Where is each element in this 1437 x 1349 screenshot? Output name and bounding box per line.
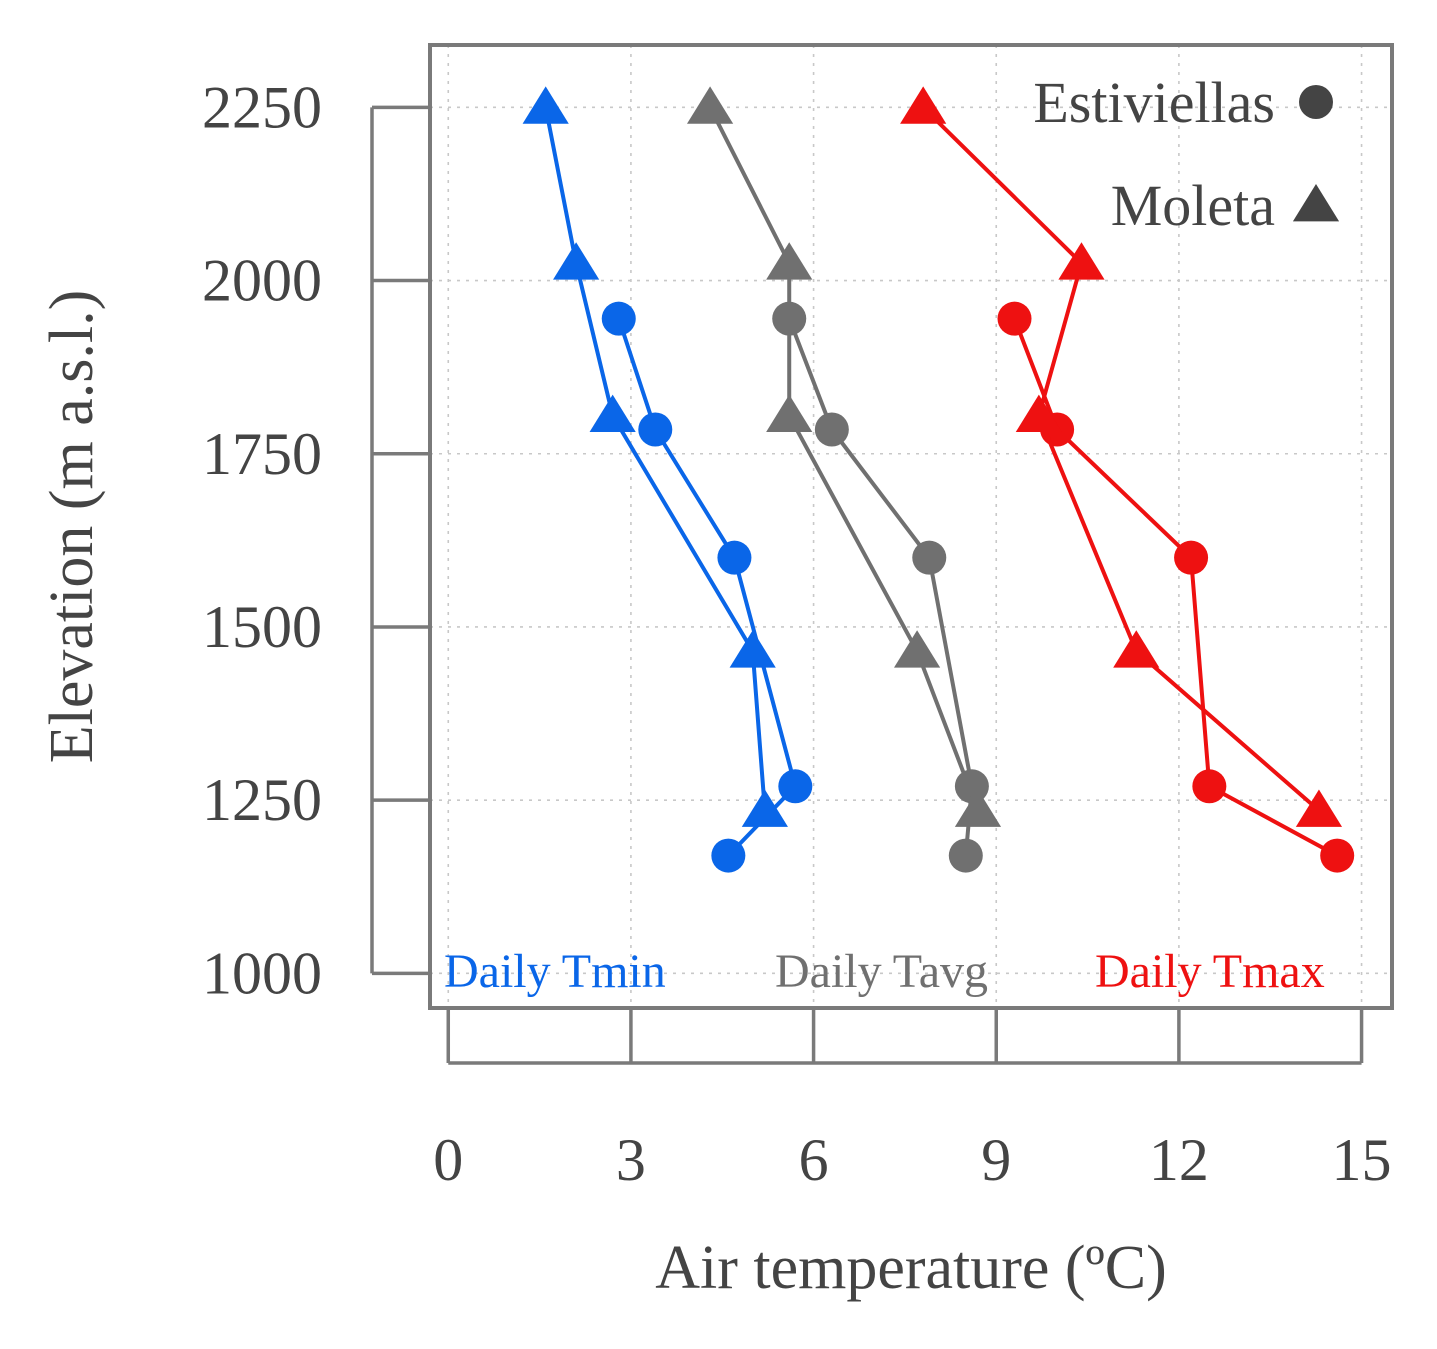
series-daily-tmax-moleta <box>900 86 1343 827</box>
series-daily-tavg-moleta <box>686 86 1002 827</box>
point-daily-tmin-estiviellas-1 <box>638 412 673 447</box>
point-daily-tmin-estiviellas-3 <box>778 769 813 804</box>
x-tick-label-12: 12 <box>1149 1127 1209 1193</box>
point-daily-tmax-moleta-0 <box>900 86 947 124</box>
legend: Estiviellas Moleta <box>1033 70 1340 238</box>
legend-marker-moleta <box>1292 184 1340 222</box>
line-daily-tavg-moleta <box>708 106 980 812</box>
point-daily-tmax-estiviellas-3 <box>1192 769 1227 804</box>
series-daily-tmin-moleta <box>522 86 788 827</box>
y-tick-label-1250: 1250 <box>202 767 322 833</box>
label-daily-tmax: Daily Tmax <box>1095 945 1325 998</box>
plot-frame <box>428 43 1394 1010</box>
axes: 1000 1250 1500 1750 2000 2250 0 3 6 9 12 15 Air temp… <box>38 43 1394 1302</box>
y-tick-label-1500: 1500 <box>202 594 322 660</box>
point-daily-tavg-moleta-2 <box>766 394 813 433</box>
point-daily-tmax-estiviellas-2 <box>1174 540 1209 575</box>
point-daily-tmin-estiviellas-2 <box>717 540 752 575</box>
point-daily-tmax-moleta-3 <box>1113 630 1160 668</box>
line-daily-tmax-estiviellas <box>1012 317 1339 858</box>
point-daily-tavg-moleta-1 <box>766 242 813 280</box>
series-daily-tmin-estiviellas <box>601 301 813 873</box>
point-daily-tavg-estiviellas-2 <box>912 540 947 575</box>
point-daily-tmin-moleta-3 <box>729 630 776 668</box>
point-daily-tmax-estiviellas-0 <box>997 301 1032 336</box>
point-daily-tavg-estiviellas-4 <box>948 838 983 873</box>
point-daily-tmin-estiviellas-4 <box>711 838 746 873</box>
x-tick-label-0: 0 <box>433 1127 463 1193</box>
point-daily-tmax-moleta-4 <box>1295 789 1343 827</box>
point-daily-tavg-moleta-4 <box>954 789 1002 827</box>
x-axis-title: Air temperature (ºC) <box>655 1234 1167 1302</box>
series-labels: Daily Tmin Daily Tavg Daily Tmax <box>444 945 1325 998</box>
series <box>522 86 1355 873</box>
label-daily-tavg: Daily Tavg <box>775 945 988 998</box>
line-daily-tmin-estiviellas <box>616 318 798 857</box>
y-tick-label-2000: 2000 <box>202 248 322 314</box>
point-daily-tavg-moleta-3 <box>893 630 941 668</box>
point-daily-tmax-moleta-2 <box>1015 394 1062 433</box>
point-daily-tmin-moleta-2 <box>589 394 636 433</box>
line-daily-tmin-moleta <box>543 106 767 811</box>
point-daily-tmin-moleta-0 <box>522 86 569 124</box>
label-daily-tmin: Daily Tmin <box>444 945 666 998</box>
point-daily-tmax-moleta-1 <box>1058 242 1105 280</box>
point-daily-tmax-estiviellas-4 <box>1320 838 1355 873</box>
x-tick-label-15: 15 <box>1332 1127 1392 1193</box>
point-daily-tavg-estiviellas-1 <box>814 412 849 447</box>
point-daily-tmin-moleta-1 <box>553 242 600 280</box>
x-tick-label-6: 6 <box>799 1127 829 1193</box>
series-daily-tmax-estiviellas <box>997 301 1355 873</box>
y-tick-label-2250: 2250 <box>202 74 322 140</box>
y-tick-label-1750: 1750 <box>202 421 322 487</box>
x-tick-label-9: 9 <box>981 1127 1011 1193</box>
y-axis-title: Elevation (m a.s.l.) <box>38 290 106 763</box>
point-daily-tmin-estiviellas-0 <box>601 301 636 336</box>
point-daily-tavg-moleta-0 <box>686 86 734 124</box>
legend-label-moleta: Moleta <box>1111 173 1275 238</box>
legend-label-estiviellas: Estiviellas <box>1033 70 1275 135</box>
x-tick-label-3: 3 <box>616 1127 646 1193</box>
point-daily-tmin-moleta-4 <box>741 789 788 827</box>
legend-marker-estiviellas <box>1299 85 1333 119</box>
y-tick-label-1000: 1000 <box>202 940 322 1006</box>
